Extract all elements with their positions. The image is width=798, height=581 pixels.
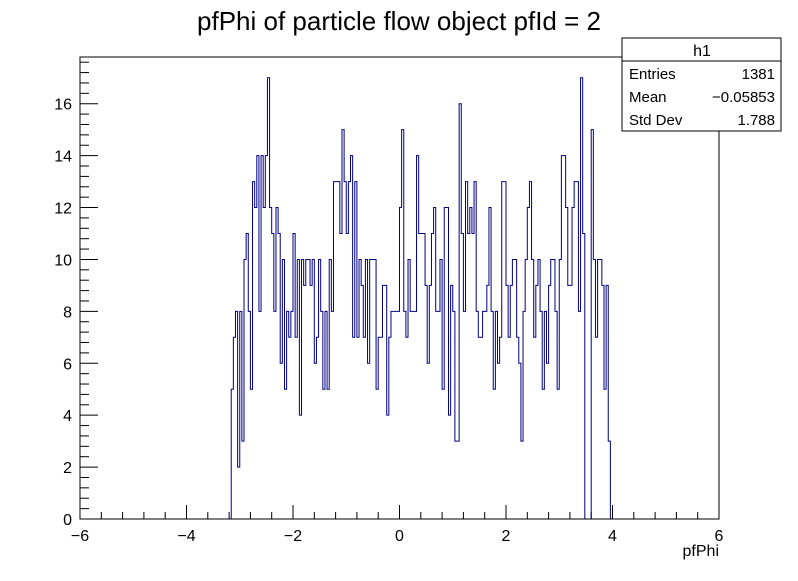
y-tick-label: 12	[54, 201, 72, 218]
y-tick-label: 14	[54, 149, 72, 166]
stats-mean-label: Mean	[629, 89, 667, 106]
x-axis-label: pfPhi	[683, 543, 719, 560]
stats-stddev-value: 1.788	[737, 112, 775, 129]
x-tick-label: 2	[502, 528, 511, 545]
x-tick-label: −4	[177, 528, 195, 545]
plot-frame	[79, 56, 720, 520]
x-tick-label: 0	[395, 528, 404, 545]
stats-stddev-label: Std Dev	[629, 112, 683, 129]
stats-entries-label: Entries	[629, 66, 676, 83]
y-tick-label: 8	[63, 304, 72, 321]
y-tick-label: 6	[63, 356, 72, 373]
x-tick-label: 6	[715, 528, 724, 545]
stats-entries-value: 1381	[742, 66, 775, 83]
tick-labels: −6 −4 −2 0 2 4 6 0 2 4 6 8 10 12 14 16	[54, 97, 723, 545]
y-tick-label: 10	[54, 252, 72, 269]
histogram-line	[230, 77, 611, 520]
axis-ticks	[79, 61, 720, 520]
y-tick-label: 2	[63, 460, 72, 477]
y-tick-label: 0	[63, 512, 72, 529]
stats-box-frame	[621, 37, 782, 132]
stats-box: h1 Entries 1381 Mean −0.05853 Std Dev 1.…	[621, 37, 782, 132]
x-tick-label: 4	[608, 528, 617, 545]
stats-mean-value: −0.05853	[712, 89, 775, 106]
x-tick-label: −2	[284, 528, 302, 545]
y-tick-label: 4	[63, 408, 72, 425]
chart-title: pfPhi of particle flow object pfId = 2	[197, 6, 601, 36]
stats-box-title: h1	[693, 43, 711, 60]
x-tick-label: −6	[71, 528, 89, 545]
y-tick-label: 16	[54, 97, 72, 114]
